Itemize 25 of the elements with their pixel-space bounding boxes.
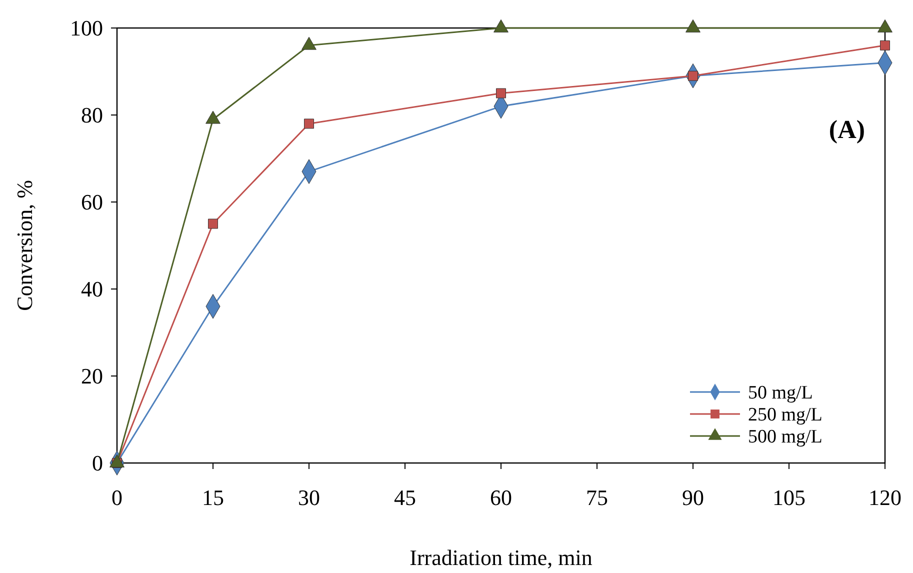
x-tick-label: 15 xyxy=(202,485,224,510)
annotation: (A) xyxy=(828,115,865,144)
x-axis-title: Irradiation time, min xyxy=(410,545,592,570)
y-tick-label: 40 xyxy=(81,276,103,302)
x-tick-label: 75 xyxy=(586,485,608,510)
y-tick-label: 100 xyxy=(70,16,103,41)
x-tick-label: 60 xyxy=(490,485,512,510)
legend-label: 50 mg/L xyxy=(748,382,813,404)
y-tick-label: 80 xyxy=(81,102,103,128)
point xyxy=(208,218,218,229)
y-tick-label: 0 xyxy=(92,450,103,476)
x-tick-label: 0 xyxy=(112,485,122,510)
y-tick-label: 60 xyxy=(81,190,103,215)
point xyxy=(304,118,314,129)
legend-label: 250 mg/L xyxy=(748,404,822,426)
point xyxy=(496,88,506,98)
point xyxy=(880,40,890,50)
x-tick-label: 30 xyxy=(298,485,320,510)
y-axis-title: Conversion, % xyxy=(12,180,37,311)
x-tick-label: 45 xyxy=(394,485,416,510)
y-tick-label: 20 xyxy=(81,364,103,389)
x-tick-label: 90 xyxy=(682,485,704,510)
x-tick-label: 105 xyxy=(772,485,806,510)
x-tick-label: 120 xyxy=(868,485,902,510)
legend-label: 500 mg/L xyxy=(748,426,822,448)
